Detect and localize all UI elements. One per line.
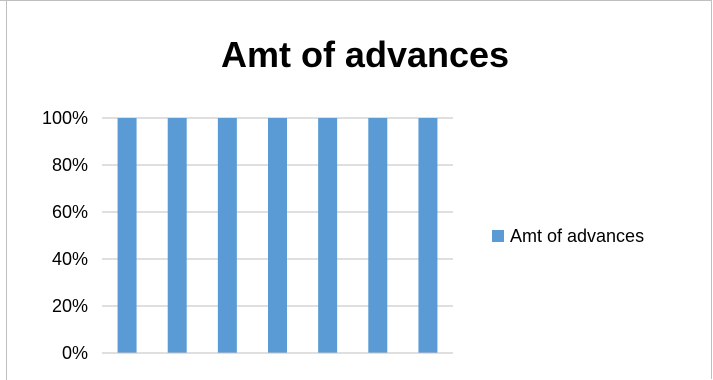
legend-label: Amt of advances bbox=[510, 226, 644, 246]
y-tick-label: 40% bbox=[52, 249, 88, 269]
chart-title: Amt of advances bbox=[221, 34, 509, 75]
bar bbox=[268, 118, 287, 353]
bar bbox=[217, 118, 237, 353]
bars bbox=[117, 118, 438, 353]
bar bbox=[117, 118, 137, 353]
y-tick-label: 0% bbox=[62, 343, 88, 363]
chart-left-border bbox=[6, 0, 7, 380]
bar bbox=[368, 118, 388, 353]
y-tick-label: 100% bbox=[42, 108, 88, 128]
legend-swatch bbox=[492, 230, 504, 242]
y-tick-label: 80% bbox=[52, 155, 88, 175]
bar bbox=[318, 118, 338, 353]
bar bbox=[167, 118, 187, 353]
y-axis-tick-labels: 0% 20% 40% 60% 80% 100% bbox=[42, 108, 88, 363]
y-tick-label: 20% bbox=[52, 296, 88, 316]
y-tick-label: 60% bbox=[52, 202, 88, 222]
bar bbox=[418, 118, 438, 353]
legend: Amt of advances bbox=[492, 226, 644, 246]
